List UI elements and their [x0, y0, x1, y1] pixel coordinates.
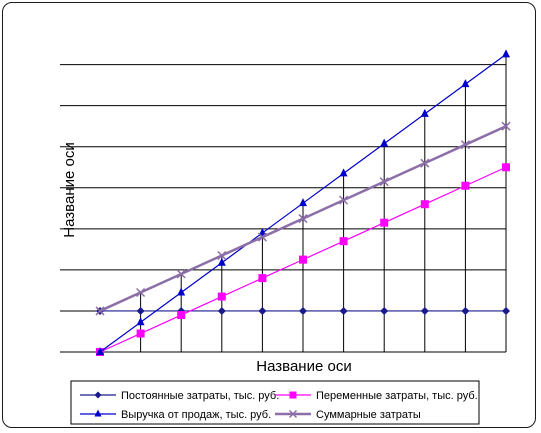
square-marker: [177, 311, 186, 320]
x-marker: [217, 250, 227, 261]
x-marker-stroke: [136, 287, 146, 298]
series-2: [96, 163, 510, 356]
x-marker-stroke: [339, 195, 349, 205]
x-marker: [420, 158, 430, 168]
square-marker: [461, 181, 470, 190]
x-marker: [136, 287, 146, 298]
diamond-marker: [299, 306, 307, 315]
legend-label: Переменные затраты, тыс. руб.: [316, 390, 478, 402]
x-marker-stroke: [501, 121, 511, 131]
square-marker: [339, 237, 348, 246]
square-marker: [217, 292, 226, 301]
legend-box: [70, 380, 480, 425]
legend: Постоянные затраты, тыс. руб. Переменные …: [80, 390, 478, 421]
legend-label: Выручка от продаж, тыс. руб.: [121, 409, 271, 421]
square-marker: [299, 255, 307, 264]
x-marker-stroke: [257, 232, 267, 242]
triangle-marker: [94, 409, 102, 417]
diamond-marker: [461, 306, 470, 315]
x-axis-title: Название оси: [256, 358, 351, 375]
triangle-marker: [96, 347, 104, 355]
x-marker-stroke: [420, 158, 430, 168]
square-marker: [289, 391, 297, 399]
square-marker: [420, 200, 429, 209]
diamond-marker: [339, 306, 348, 315]
x-marker-stroke: [217, 250, 227, 261]
square-marker: [136, 329, 145, 338]
legend-item: Постоянные затраты, тыс. руб.: [80, 390, 279, 402]
drop-lines: [140, 54, 507, 352]
triangle-marker: [217, 257, 226, 266]
triangle-marker: [136, 317, 145, 326]
diamond-marker: [136, 306, 145, 315]
x-marker: [298, 214, 308, 224]
diamond-marker: [420, 306, 429, 315]
y-axis-title: Название оси: [61, 142, 78, 237]
x-marker-stroke: [298, 214, 308, 224]
x-marker: [379, 177, 389, 187]
x-marker: [95, 306, 105, 316]
x-marker: [339, 195, 349, 205]
x-marker-stroke: [288, 409, 298, 419]
triangle-marker: [502, 49, 510, 58]
legend-label: Суммарные затраты: [316, 409, 421, 421]
series-3: [96, 49, 510, 355]
legend-item: Суммарные затраты: [275, 409, 421, 421]
x-marker-stroke: [460, 140, 470, 150]
square-marker: [502, 163, 510, 172]
x-marker-stroke: [379, 177, 389, 187]
diamond-marker: [94, 391, 102, 399]
diamond-marker: [258, 306, 267, 315]
gridlines: [60, 64, 506, 353]
diamond-marker: [217, 306, 226, 315]
square-marker: [380, 218, 389, 227]
triangle-marker: [299, 198, 307, 207]
x-marker: [257, 232, 267, 242]
x-marker-stroke: [176, 269, 186, 279]
triangle-marker: [461, 79, 470, 88]
x-marker: [176, 269, 186, 279]
series-layer: [95, 49, 511, 356]
x-marker: [501, 121, 511, 131]
legend-label: Постоянные затраты, тыс. руб.: [121, 390, 279, 402]
triangle-marker: [258, 227, 267, 236]
x-marker: [460, 140, 470, 150]
legend-item: Переменные затраты, тыс. руб.: [275, 390, 478, 402]
legend-item: Выручка от продаж, тыс. руб.: [80, 409, 271, 421]
series-4: [95, 121, 511, 316]
triangle-marker: [339, 168, 348, 177]
triangle-marker: [380, 138, 389, 147]
x-marker: [288, 409, 298, 419]
series-1: [96, 306, 510, 315]
x-marker-stroke: [95, 306, 105, 316]
diamond-marker: [502, 306, 510, 315]
triangle-marker: [420, 108, 429, 117]
triangle-marker: [177, 287, 186, 296]
chart-frame: [2, 2, 536, 428]
diamond-marker: [380, 306, 389, 315]
square-marker: [258, 274, 267, 283]
